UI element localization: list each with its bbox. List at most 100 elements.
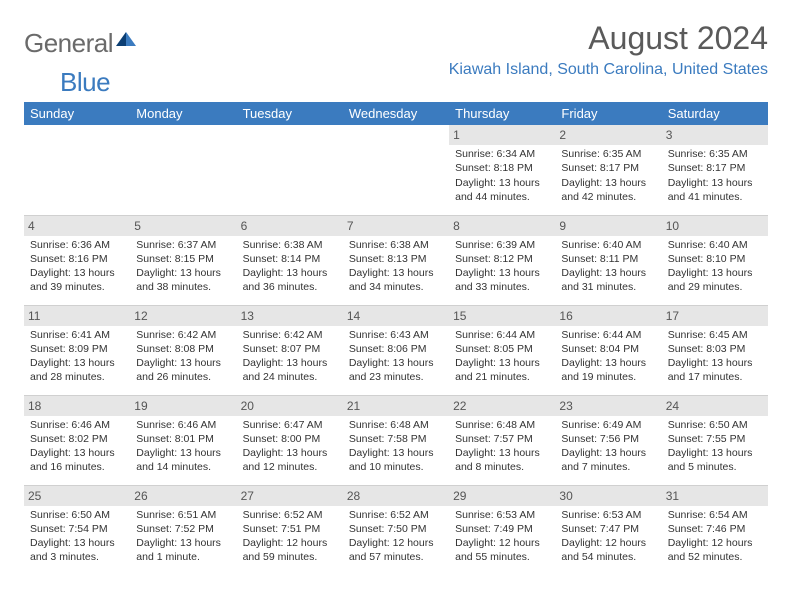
sunrise-text: Sunrise: 6:38 AM (349, 238, 443, 252)
sunset-text: Sunset: 8:01 PM (136, 432, 230, 446)
sunrise-text: Sunrise: 6:53 AM (561, 508, 655, 522)
sunset-text: Sunset: 8:09 PM (30, 342, 124, 356)
logo: General (24, 28, 138, 59)
sunset-text: Sunset: 8:08 PM (136, 342, 230, 356)
calendar-week-row: 18Sunrise: 6:46 AMSunset: 8:02 PMDayligh… (24, 395, 768, 485)
day-number: 10 (662, 216, 768, 236)
day-header-row: Sunday Monday Tuesday Wednesday Thursday… (24, 102, 768, 125)
day-number: 29 (449, 486, 555, 506)
calendar-day-cell: 2Sunrise: 6:35 AMSunset: 8:17 PMDaylight… (555, 125, 661, 215)
daylight-text: Daylight: 13 hours and 10 minutes. (349, 446, 443, 474)
sunset-text: Sunset: 8:11 PM (561, 252, 655, 266)
sunset-text: Sunset: 7:46 PM (668, 522, 762, 536)
sunset-text: Sunset: 8:10 PM (668, 252, 762, 266)
sunrise-text: Sunrise: 6:44 AM (561, 328, 655, 342)
day-number: 16 (555, 306, 661, 326)
day-details: Sunrise: 6:54 AMSunset: 7:46 PMDaylight:… (666, 508, 764, 565)
sunrise-text: Sunrise: 6:35 AM (668, 147, 762, 161)
sunrise-text: Sunrise: 6:48 AM (455, 418, 549, 432)
daylight-text: Daylight: 13 hours and 38 minutes. (136, 266, 230, 294)
calendar-day-cell: 9Sunrise: 6:40 AMSunset: 8:11 PMDaylight… (555, 215, 661, 305)
sunrise-text: Sunrise: 6:39 AM (455, 238, 549, 252)
day-details: Sunrise: 6:40 AMSunset: 8:10 PMDaylight:… (666, 238, 764, 295)
sunset-text: Sunset: 8:13 PM (349, 252, 443, 266)
sunset-text: Sunset: 8:06 PM (349, 342, 443, 356)
daylight-text: Daylight: 13 hours and 23 minutes. (349, 356, 443, 384)
day-details: Sunrise: 6:48 AMSunset: 7:58 PMDaylight:… (347, 418, 445, 475)
daylight-text: Daylight: 12 hours and 54 minutes. (561, 536, 655, 564)
daylight-text: Daylight: 13 hours and 26 minutes. (136, 356, 230, 384)
daylight-text: Daylight: 12 hours and 57 minutes. (349, 536, 443, 564)
sunset-text: Sunset: 7:49 PM (455, 522, 549, 536)
day-number: 2 (555, 125, 661, 145)
daylight-text: Daylight: 13 hours and 41 minutes. (668, 176, 762, 204)
sunset-text: Sunset: 7:56 PM (561, 432, 655, 446)
day-number: 20 (237, 396, 343, 416)
sunset-text: Sunset: 8:18 PM (455, 161, 549, 175)
calendar-day-cell (24, 125, 130, 215)
sunrise-text: Sunrise: 6:49 AM (561, 418, 655, 432)
day-number: 17 (662, 306, 768, 326)
daylight-text: Daylight: 13 hours and 3 minutes. (30, 536, 124, 564)
calendar-day-cell: 11Sunrise: 6:41 AMSunset: 8:09 PMDayligh… (24, 305, 130, 395)
sunset-text: Sunset: 8:14 PM (243, 252, 337, 266)
sunset-text: Sunset: 8:12 PM (455, 252, 549, 266)
calendar-day-cell: 4Sunrise: 6:36 AMSunset: 8:16 PMDaylight… (24, 215, 130, 305)
sunrise-text: Sunrise: 6:44 AM (455, 328, 549, 342)
calendar-day-cell: 29Sunrise: 6:53 AMSunset: 7:49 PMDayligh… (449, 485, 555, 575)
sunset-text: Sunset: 8:15 PM (136, 252, 230, 266)
daylight-text: Daylight: 13 hours and 8 minutes. (455, 446, 549, 474)
calendar-week-row: 4Sunrise: 6:36 AMSunset: 8:16 PMDaylight… (24, 215, 768, 305)
sunrise-text: Sunrise: 6:38 AM (243, 238, 337, 252)
day-number: 12 (130, 306, 236, 326)
day-number: 7 (343, 216, 449, 236)
calendar-day-cell (343, 125, 449, 215)
day-number: 30 (555, 486, 661, 506)
sunrise-text: Sunrise: 6:54 AM (668, 508, 762, 522)
sunrise-text: Sunrise: 6:52 AM (349, 508, 443, 522)
daylight-text: Daylight: 13 hours and 44 minutes. (455, 176, 549, 204)
logo-icon (116, 30, 136, 51)
daylight-text: Daylight: 13 hours and 29 minutes. (668, 266, 762, 294)
day-details: Sunrise: 6:53 AMSunset: 7:47 PMDaylight:… (559, 508, 657, 565)
daylight-text: Daylight: 13 hours and 17 minutes. (668, 356, 762, 384)
day-details: Sunrise: 6:38 AMSunset: 8:13 PMDaylight:… (347, 238, 445, 295)
day-number: 11 (24, 306, 130, 326)
daylight-text: Daylight: 13 hours and 31 minutes. (561, 266, 655, 294)
day-details: Sunrise: 6:41 AMSunset: 8:09 PMDaylight:… (28, 328, 126, 385)
sunrise-text: Sunrise: 6:42 AM (243, 328, 337, 342)
day-header: Monday (130, 102, 236, 125)
day-number: 27 (237, 486, 343, 506)
day-header: Saturday (662, 102, 768, 125)
sunset-text: Sunset: 8:00 PM (243, 432, 337, 446)
calendar-day-cell: 27Sunrise: 6:52 AMSunset: 7:51 PMDayligh… (237, 485, 343, 575)
daylight-text: Daylight: 13 hours and 33 minutes. (455, 266, 549, 294)
sunset-text: Sunset: 7:51 PM (243, 522, 337, 536)
day-details: Sunrise: 6:51 AMSunset: 7:52 PMDaylight:… (134, 508, 232, 565)
day-number: 14 (343, 306, 449, 326)
sunrise-text: Sunrise: 6:41 AM (30, 328, 124, 342)
calendar-day-cell: 15Sunrise: 6:44 AMSunset: 8:05 PMDayligh… (449, 305, 555, 395)
daylight-text: Daylight: 13 hours and 42 minutes. (561, 176, 655, 204)
day-details: Sunrise: 6:47 AMSunset: 8:00 PMDaylight:… (241, 418, 339, 475)
day-header: Tuesday (237, 102, 343, 125)
day-number: 23 (555, 396, 661, 416)
day-details: Sunrise: 6:46 AMSunset: 8:01 PMDaylight:… (134, 418, 232, 475)
day-number: 26 (130, 486, 236, 506)
day-number: 6 (237, 216, 343, 236)
calendar-day-cell: 28Sunrise: 6:52 AMSunset: 7:50 PMDayligh… (343, 485, 449, 575)
daylight-text: Daylight: 12 hours and 52 minutes. (668, 536, 762, 564)
day-details: Sunrise: 6:42 AMSunset: 8:07 PMDaylight:… (241, 328, 339, 385)
day-header: Friday (555, 102, 661, 125)
sunset-text: Sunset: 8:17 PM (668, 161, 762, 175)
day-number: 9 (555, 216, 661, 236)
day-details: Sunrise: 6:34 AMSunset: 8:18 PMDaylight:… (453, 147, 551, 204)
day-details: Sunrise: 6:48 AMSunset: 7:57 PMDaylight:… (453, 418, 551, 475)
day-details: Sunrise: 6:53 AMSunset: 7:49 PMDaylight:… (453, 508, 551, 565)
calendar-day-cell: 17Sunrise: 6:45 AMSunset: 8:03 PMDayligh… (662, 305, 768, 395)
daylight-text: Daylight: 13 hours and 5 minutes. (668, 446, 762, 474)
day-details: Sunrise: 6:50 AMSunset: 7:54 PMDaylight:… (28, 508, 126, 565)
daylight-text: Daylight: 13 hours and 34 minutes. (349, 266, 443, 294)
sunrise-text: Sunrise: 6:45 AM (668, 328, 762, 342)
daylight-text: Daylight: 12 hours and 59 minutes. (243, 536, 337, 564)
